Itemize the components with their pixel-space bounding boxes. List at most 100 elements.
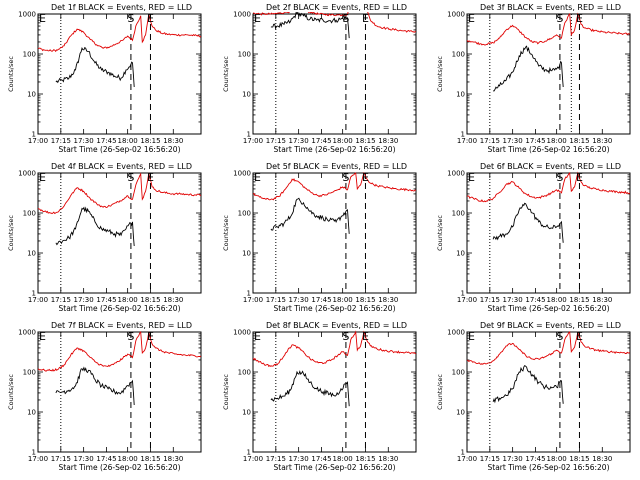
x-tick-label: 18:15	[140, 137, 160, 145]
x-tick-label: 17:45	[525, 455, 545, 463]
y-axis-label: Counts/sec	[436, 374, 444, 410]
x-tick-label: 17:30	[503, 455, 523, 463]
x-tick-label: 18:30	[378, 137, 398, 145]
x-tick-label: 18:00	[118, 455, 138, 463]
series-events-line	[55, 46, 135, 88]
y-tick-label: 1000	[233, 170, 251, 178]
flag-marker-e: E	[39, 330, 46, 343]
x-tick-label: 18:30	[163, 296, 183, 304]
x-tick-label: 17:15	[480, 296, 500, 304]
flag-marker-e: E	[468, 330, 475, 343]
series-events-line	[270, 12, 350, 39]
y-tick-label: 100	[452, 51, 465, 59]
chart-panel-8: Det 8f BLACK = Events, RED = LLD 1 10 100 10…	[222, 321, 417, 472]
flag-marker-e: E	[147, 330, 154, 343]
chart-panel-2: Det 2f BLACK = Events, RED = LLD 1 10 100 10…	[222, 3, 417, 154]
y-tick-label: 1000	[233, 329, 251, 337]
x-axis-label: Start Time (26-Sep-02 16:56:20)	[59, 145, 181, 154]
chart-panel-1: Det 1f BLACK = Events, RED = LLD 1 10 100 10…	[7, 3, 202, 154]
plot-frame	[466, 172, 631, 294]
series-lld-line	[467, 331, 630, 365]
x-tick-label: 17:30	[289, 137, 309, 145]
y-tick-label: 10	[27, 91, 36, 99]
x-tick-label: 18:15	[355, 296, 375, 304]
x-tick-label: 17:15	[51, 137, 71, 145]
x-tick-label: 18:15	[569, 137, 589, 145]
chart-panel-4: Det 4f BLACK = Events, RED = LLD 1 10 100 10…	[7, 162, 202, 313]
y-tick-label: 1000	[447, 170, 465, 178]
x-tick-label: 17:30	[74, 455, 94, 463]
y-tick-label: 1000	[447, 11, 465, 19]
x-tick-label: 18:15	[140, 296, 160, 304]
x-tick-label: 18:00	[547, 296, 567, 304]
series-events-line	[493, 45, 564, 92]
y-axis-label: Counts/sec	[7, 215, 15, 251]
x-tick-label: 18:15	[355, 455, 375, 463]
x-tick-label: 17:45	[96, 137, 116, 145]
flag-marker-e: E	[147, 171, 154, 184]
flag-marker-s: S	[127, 12, 134, 25]
x-tick-label: 17:45	[311, 137, 331, 145]
y-tick-label: 10	[242, 409, 251, 417]
x-tick-label: 17:00	[28, 296, 48, 304]
x-tick-label: 17:30	[289, 296, 309, 304]
x-tick-label: 17:15	[51, 455, 71, 463]
series-lld-line	[467, 12, 630, 46]
x-tick-label: 18:00	[333, 455, 353, 463]
y-tick-label: 10	[456, 91, 465, 99]
plot-frame	[466, 331, 631, 453]
x-tick-label: 18:00	[547, 137, 567, 145]
y-tick-label: 1	[461, 290, 465, 298]
x-tick-label: 17:00	[457, 455, 477, 463]
x-axis-label: Start Time (26-Sep-02 16:56:20)	[274, 145, 396, 154]
flag-marker-e: E	[362, 330, 369, 343]
x-tick-label: 17:45	[525, 296, 545, 304]
x-tick-label: 17:00	[243, 455, 263, 463]
series-lld-line	[38, 172, 201, 215]
chart-title: Det 7f BLACK = Events, RED = LLD	[51, 321, 192, 330]
flag-marker-s: S	[342, 171, 349, 184]
y-tick-label: 100	[23, 369, 36, 377]
y-tick-label: 100	[238, 210, 251, 218]
x-tick-label: 17:15	[266, 137, 286, 145]
chart-panel-3: Det 3f BLACK = Events, RED = LLD 1 10 100 10…	[436, 3, 631, 154]
y-tick-label: 1	[32, 290, 36, 298]
chart-title: Det 9f BLACK = Events, RED = LLD	[480, 321, 621, 330]
flag-marker-e: E	[576, 330, 583, 343]
x-tick-label: 17:45	[96, 455, 116, 463]
y-tick-label: 1	[247, 290, 251, 298]
chart-title: Det 5f BLACK = Events, RED = LLD	[266, 162, 407, 171]
x-tick-label: 17:30	[503, 137, 523, 145]
x-tick-label: 18:30	[592, 455, 612, 463]
x-tick-label: 18:00	[118, 137, 138, 145]
x-tick-label: 17:30	[289, 455, 309, 463]
x-tick-label: 17:45	[525, 137, 545, 145]
flag-marker-e: E	[468, 171, 475, 184]
chart-title: Det 1f BLACK = Events, RED = LLD	[51, 3, 192, 12]
y-tick-label: 1	[32, 131, 36, 139]
flag-marker-s: S	[342, 12, 349, 25]
series-lld-line	[467, 171, 630, 203]
y-axis-label: Counts/sec	[7, 374, 15, 410]
y-axis-label: Counts/sec	[222, 215, 230, 251]
y-tick-label: 1	[461, 449, 465, 457]
x-tick-label: 17:00	[243, 137, 263, 145]
x-tick-label: 18:15	[355, 137, 375, 145]
flag-marker-s: S	[342, 330, 349, 343]
series-events-line	[492, 364, 564, 404]
series-events-line	[55, 206, 135, 247]
plot-frame	[37, 172, 202, 294]
x-tick-label: 17:00	[28, 455, 48, 463]
x-tick-label: 17:00	[457, 296, 477, 304]
chart-title: Det 2f BLACK = Events, RED = LLD	[266, 3, 407, 12]
x-tick-label: 17:15	[266, 296, 286, 304]
y-tick-label: 1000	[18, 11, 36, 19]
x-tick-label: 17:45	[96, 296, 116, 304]
flag-marker-e: E	[254, 330, 261, 343]
x-tick-label: 17:45	[311, 296, 331, 304]
x-tick-label: 18:30	[378, 296, 398, 304]
series-lld-line	[38, 330, 201, 372]
y-axis-label: Counts/sec	[7, 56, 15, 92]
chart-panel-6: Det 6f BLACK = Events, RED = LLD 1 10 100 10…	[436, 162, 631, 313]
